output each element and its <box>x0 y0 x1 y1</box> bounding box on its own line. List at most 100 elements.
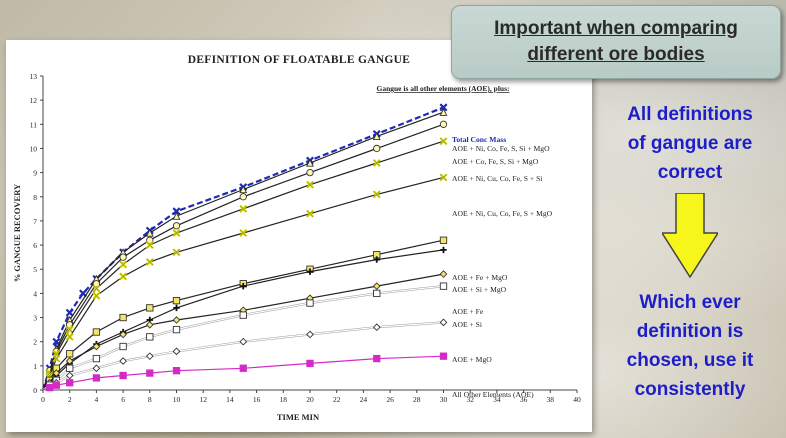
circle-marker <box>239 193 247 201</box>
cross-marker-outline <box>306 210 314 218</box>
triangle-marker <box>145 228 154 237</box>
circle-marker <box>373 144 381 153</box>
series-line <box>42 140 444 391</box>
cross-marker-outline <box>173 229 180 237</box>
side-top-line-1: All definitions <box>627 104 753 125</box>
square-marker <box>306 299 314 307</box>
diamond-marker <box>172 347 181 356</box>
y-tick-label: 0 <box>33 386 37 395</box>
cross-marker-outline <box>146 241 154 249</box>
series-label: AOE + Ni, Cu, Co, Fe, S + MgO <box>452 209 553 218</box>
cross-marker-outline <box>119 273 127 280</box>
y-tick-label: 10 <box>30 144 38 153</box>
y-tick-label: 7 <box>33 217 37 226</box>
x-tick-label: 40 <box>573 395 581 404</box>
side-top-line-2: of gangue are <box>627 133 753 154</box>
square-marker <box>239 311 247 319</box>
y-tick-label: 3 <box>33 314 37 323</box>
square-marker <box>439 282 448 290</box>
series-label: All Other Elements (AOE) <box>452 390 534 399</box>
square-marker <box>46 383 54 392</box>
x-tick-label: 14 <box>226 395 234 404</box>
x-tick-label: 38 <box>547 395 555 404</box>
square-marker <box>172 296 181 305</box>
y-tick-label: 9 <box>33 169 37 178</box>
square-marker <box>146 333 154 341</box>
cross-marker-outline <box>146 258 154 266</box>
square-marker <box>172 325 181 334</box>
x-tick-label: 6 <box>121 395 125 404</box>
cross-marker-outline <box>373 159 381 167</box>
y-tick-label: 6 <box>33 241 37 250</box>
series-label: AOE + Si <box>452 320 482 329</box>
series-label: AOE + Si + MgO <box>452 285 507 294</box>
side-bottom-line-1: Which ever <box>639 292 741 313</box>
circle-marker <box>146 236 154 244</box>
diamond-marker <box>52 369 61 377</box>
series-line <box>42 176 444 391</box>
diamond-marker <box>145 320 154 329</box>
square-marker <box>373 289 381 298</box>
diamond-marker <box>92 342 101 351</box>
x-tick-label: 30 <box>440 395 448 404</box>
chart-title: DEFINITION OF FLOATABLE GANGUE <box>187 54 411 66</box>
cross-marker-outline <box>440 137 447 145</box>
series-label: AOE + Fe + MgO <box>452 273 508 282</box>
y-axis-label: % GANGUE RECOVERY <box>12 184 22 282</box>
y-tick-label: 13 <box>30 72 38 81</box>
diamond-marker <box>119 357 127 365</box>
diamond-marker <box>372 282 381 290</box>
square-marker <box>66 379 74 387</box>
square-marker <box>92 354 101 363</box>
square-marker <box>439 352 448 360</box>
x-tick-label: 36 <box>520 395 528 404</box>
x-tick-label: 34 <box>493 395 501 404</box>
x-axis-label: TIME MIN <box>277 412 320 422</box>
series-label: AOE + Ni, Cu, Co, Fe, S + Si <box>452 174 542 183</box>
down-arrow-icon <box>662 193 718 279</box>
square-marker <box>66 364 74 372</box>
plus-marker <box>373 256 380 263</box>
x-tick-label: 8 <box>148 395 152 404</box>
triangle-marker <box>239 185 248 194</box>
diamond-marker <box>372 323 381 332</box>
cross-marker-outline <box>239 205 247 213</box>
series-label: AOE + Fe <box>452 307 484 316</box>
square-marker <box>146 304 154 312</box>
square-marker <box>239 364 247 372</box>
square-marker <box>92 328 101 336</box>
x-tick-label: 12 <box>199 395 207 404</box>
cross-marker-outline <box>92 292 100 300</box>
cross-marker-outline <box>173 248 180 256</box>
series-line <box>42 355 444 391</box>
series-line <box>41 106 444 391</box>
x-tick-label: 26 <box>386 395 394 404</box>
triangle-marker <box>172 211 181 220</box>
x-tick-label: 24 <box>360 395 368 404</box>
triangle-marker <box>439 108 448 116</box>
side-bottom-line-2: definition is <box>636 321 744 342</box>
callout-line-1: Important when comparing <box>494 18 738 39</box>
plus-marker <box>173 304 180 312</box>
circle-marker <box>439 120 448 128</box>
circle-marker <box>92 280 101 288</box>
cross-marker-outline <box>119 260 127 268</box>
triangle-marker <box>372 132 381 141</box>
plus-marker <box>240 282 247 290</box>
x-tick-label: 28 <box>413 395 421 404</box>
series-line <box>42 123 444 391</box>
side-note-top: All definitions of gangue are correct <box>600 100 780 187</box>
side-bottom-line-3: chosen, use it <box>626 350 754 371</box>
x-tick-label: 16 <box>253 395 261 404</box>
diamond-marker <box>65 371 74 380</box>
x-tick-label: 4 <box>95 395 99 404</box>
diamond-marker <box>239 337 248 346</box>
cross-marker <box>439 103 448 112</box>
diamond-marker <box>145 352 154 361</box>
series-label: AOE + MgO <box>452 355 492 364</box>
square-marker <box>306 359 314 368</box>
square-marker <box>66 350 74 358</box>
cross-marker-outline <box>306 181 314 189</box>
y-tick-label: 12 <box>30 96 38 105</box>
chart-panel: DEFINITION OF FLOATABLE GANGUE 0 2 4 6 8 10 12… <box>6 40 592 432</box>
